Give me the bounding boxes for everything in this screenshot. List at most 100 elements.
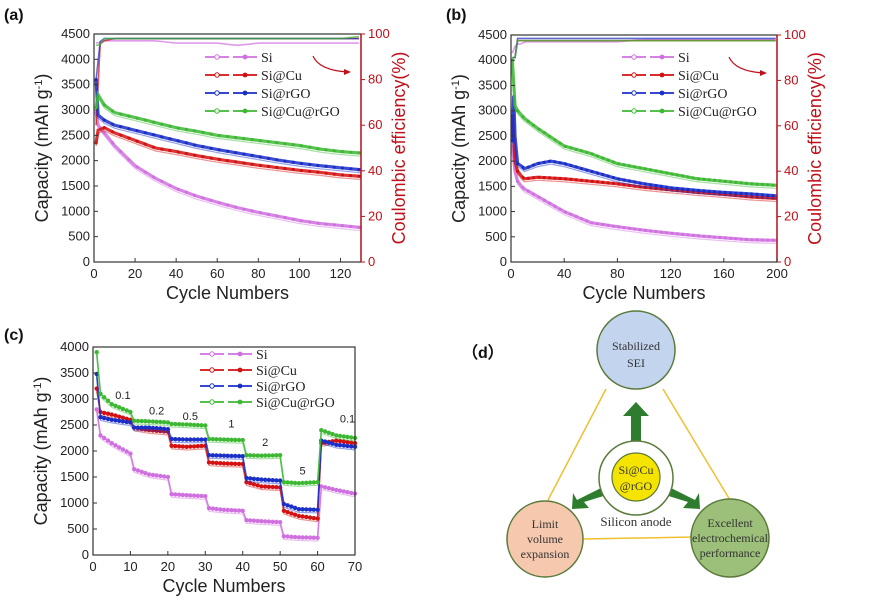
- data-point: [124, 449, 129, 454]
- data-point: [128, 420, 133, 425]
- data-point: [263, 477, 268, 482]
- data-point: [229, 461, 234, 466]
- data-point: [349, 444, 354, 449]
- data-point: [643, 182, 647, 186]
- data-point: [771, 183, 775, 187]
- legend-marker-open: [209, 399, 215, 405]
- data-point: [739, 237, 743, 241]
- data-point: [696, 188, 701, 193]
- data-point: [102, 410, 107, 416]
- data-point: [128, 409, 133, 415]
- data-point: [643, 185, 647, 190]
- data-point: [332, 165, 336, 169]
- series-group: [94, 35, 362, 232]
- data-point: [244, 453, 249, 458]
- series-line-charge: [95, 115, 362, 232]
- data-point: [210, 460, 215, 465]
- data-point: [526, 119, 530, 123]
- data-point: [590, 179, 594, 183]
- data-point: [718, 179, 722, 183]
- series-si-at-cu-at-rgo: [94, 35, 362, 157]
- data-point: [188, 493, 193, 498]
- data-point: [117, 418, 122, 423]
- data-point: [195, 422, 200, 428]
- data-point: [255, 453, 260, 458]
- data-point: [316, 221, 320, 225]
- legend-marker-open: [209, 351, 215, 357]
- data-point: [643, 167, 647, 171]
- data-point: [206, 453, 212, 458]
- data-point: [734, 191, 738, 195]
- plot-frame: [510, 34, 778, 263]
- data-point: [574, 147, 578, 151]
- data-point: [210, 437, 215, 442]
- data-point: [548, 176, 552, 180]
- data-point: [180, 492, 185, 498]
- legend-marker-open: [631, 54, 637, 60]
- data-point: [718, 190, 722, 194]
- data-point: [324, 171, 328, 175]
- data-point: [143, 419, 148, 424]
- data-point: [135, 425, 141, 430]
- x-axis-label: Cycle Numbers: [162, 576, 285, 596]
- data-point: [633, 180, 637, 184]
- data-point: [173, 437, 178, 442]
- data-point: [307, 515, 313, 520]
- rate-annotation: 0.1: [340, 413, 355, 425]
- data-point: [723, 190, 727, 195]
- data-point: [322, 485, 328, 490]
- data-point: [750, 192, 754, 196]
- y-tick-label: 2000: [60, 443, 89, 458]
- data-point: [611, 181, 616, 185]
- data-point: [340, 173, 345, 177]
- rate-annotation: 1: [228, 419, 234, 431]
- data-point: [712, 235, 717, 239]
- data-point: [316, 147, 320, 151]
- data-point: [728, 191, 733, 195]
- data-point: [274, 478, 279, 483]
- data-point: [259, 477, 264, 482]
- data-point: [150, 472, 156, 478]
- data-point: [117, 405, 122, 410]
- data-point: [277, 478, 283, 483]
- data-point: [217, 157, 221, 162]
- data-point: [766, 238, 770, 242]
- data-point: [532, 192, 536, 196]
- data-point: [542, 198, 546, 202]
- data-point: [139, 418, 144, 424]
- data-point: [316, 170, 320, 174]
- data-point: [308, 220, 312, 224]
- data-point: [728, 180, 733, 184]
- data-point: [643, 228, 647, 232]
- data-point: [168, 148, 172, 153]
- data-point: [169, 492, 174, 497]
- data-point: [248, 476, 253, 481]
- legend-marker-filled: [242, 108, 248, 114]
- data-point: [143, 170, 147, 174]
- data-point: [225, 437, 230, 442]
- data-point: [707, 189, 711, 193]
- y2-tick-label: 40: [368, 163, 382, 178]
- data-point: [158, 473, 163, 479]
- data-point: [236, 437, 242, 443]
- data-point: [161, 474, 167, 479]
- data-point: [191, 493, 197, 498]
- data-point: [146, 425, 152, 430]
- series-line-charge: [95, 96, 362, 157]
- arrow-right-icon: [662, 486, 700, 509]
- data-point: [176, 437, 182, 442]
- data-point: [165, 420, 171, 425]
- data-point: [659, 170, 663, 174]
- data-point: [128, 451, 133, 456]
- ce-pointer-arrowhead: [760, 70, 767, 76]
- data-point: [270, 478, 275, 483]
- data-point: [516, 169, 520, 173]
- data-point: [176, 422, 182, 427]
- data-point: [195, 444, 200, 449]
- data-point: [120, 415, 126, 420]
- y-tick-label: 4000: [60, 339, 89, 354]
- data-point: [109, 417, 114, 422]
- data-point: [659, 187, 663, 191]
- data-point: [627, 179, 632, 183]
- data-point: [590, 152, 594, 156]
